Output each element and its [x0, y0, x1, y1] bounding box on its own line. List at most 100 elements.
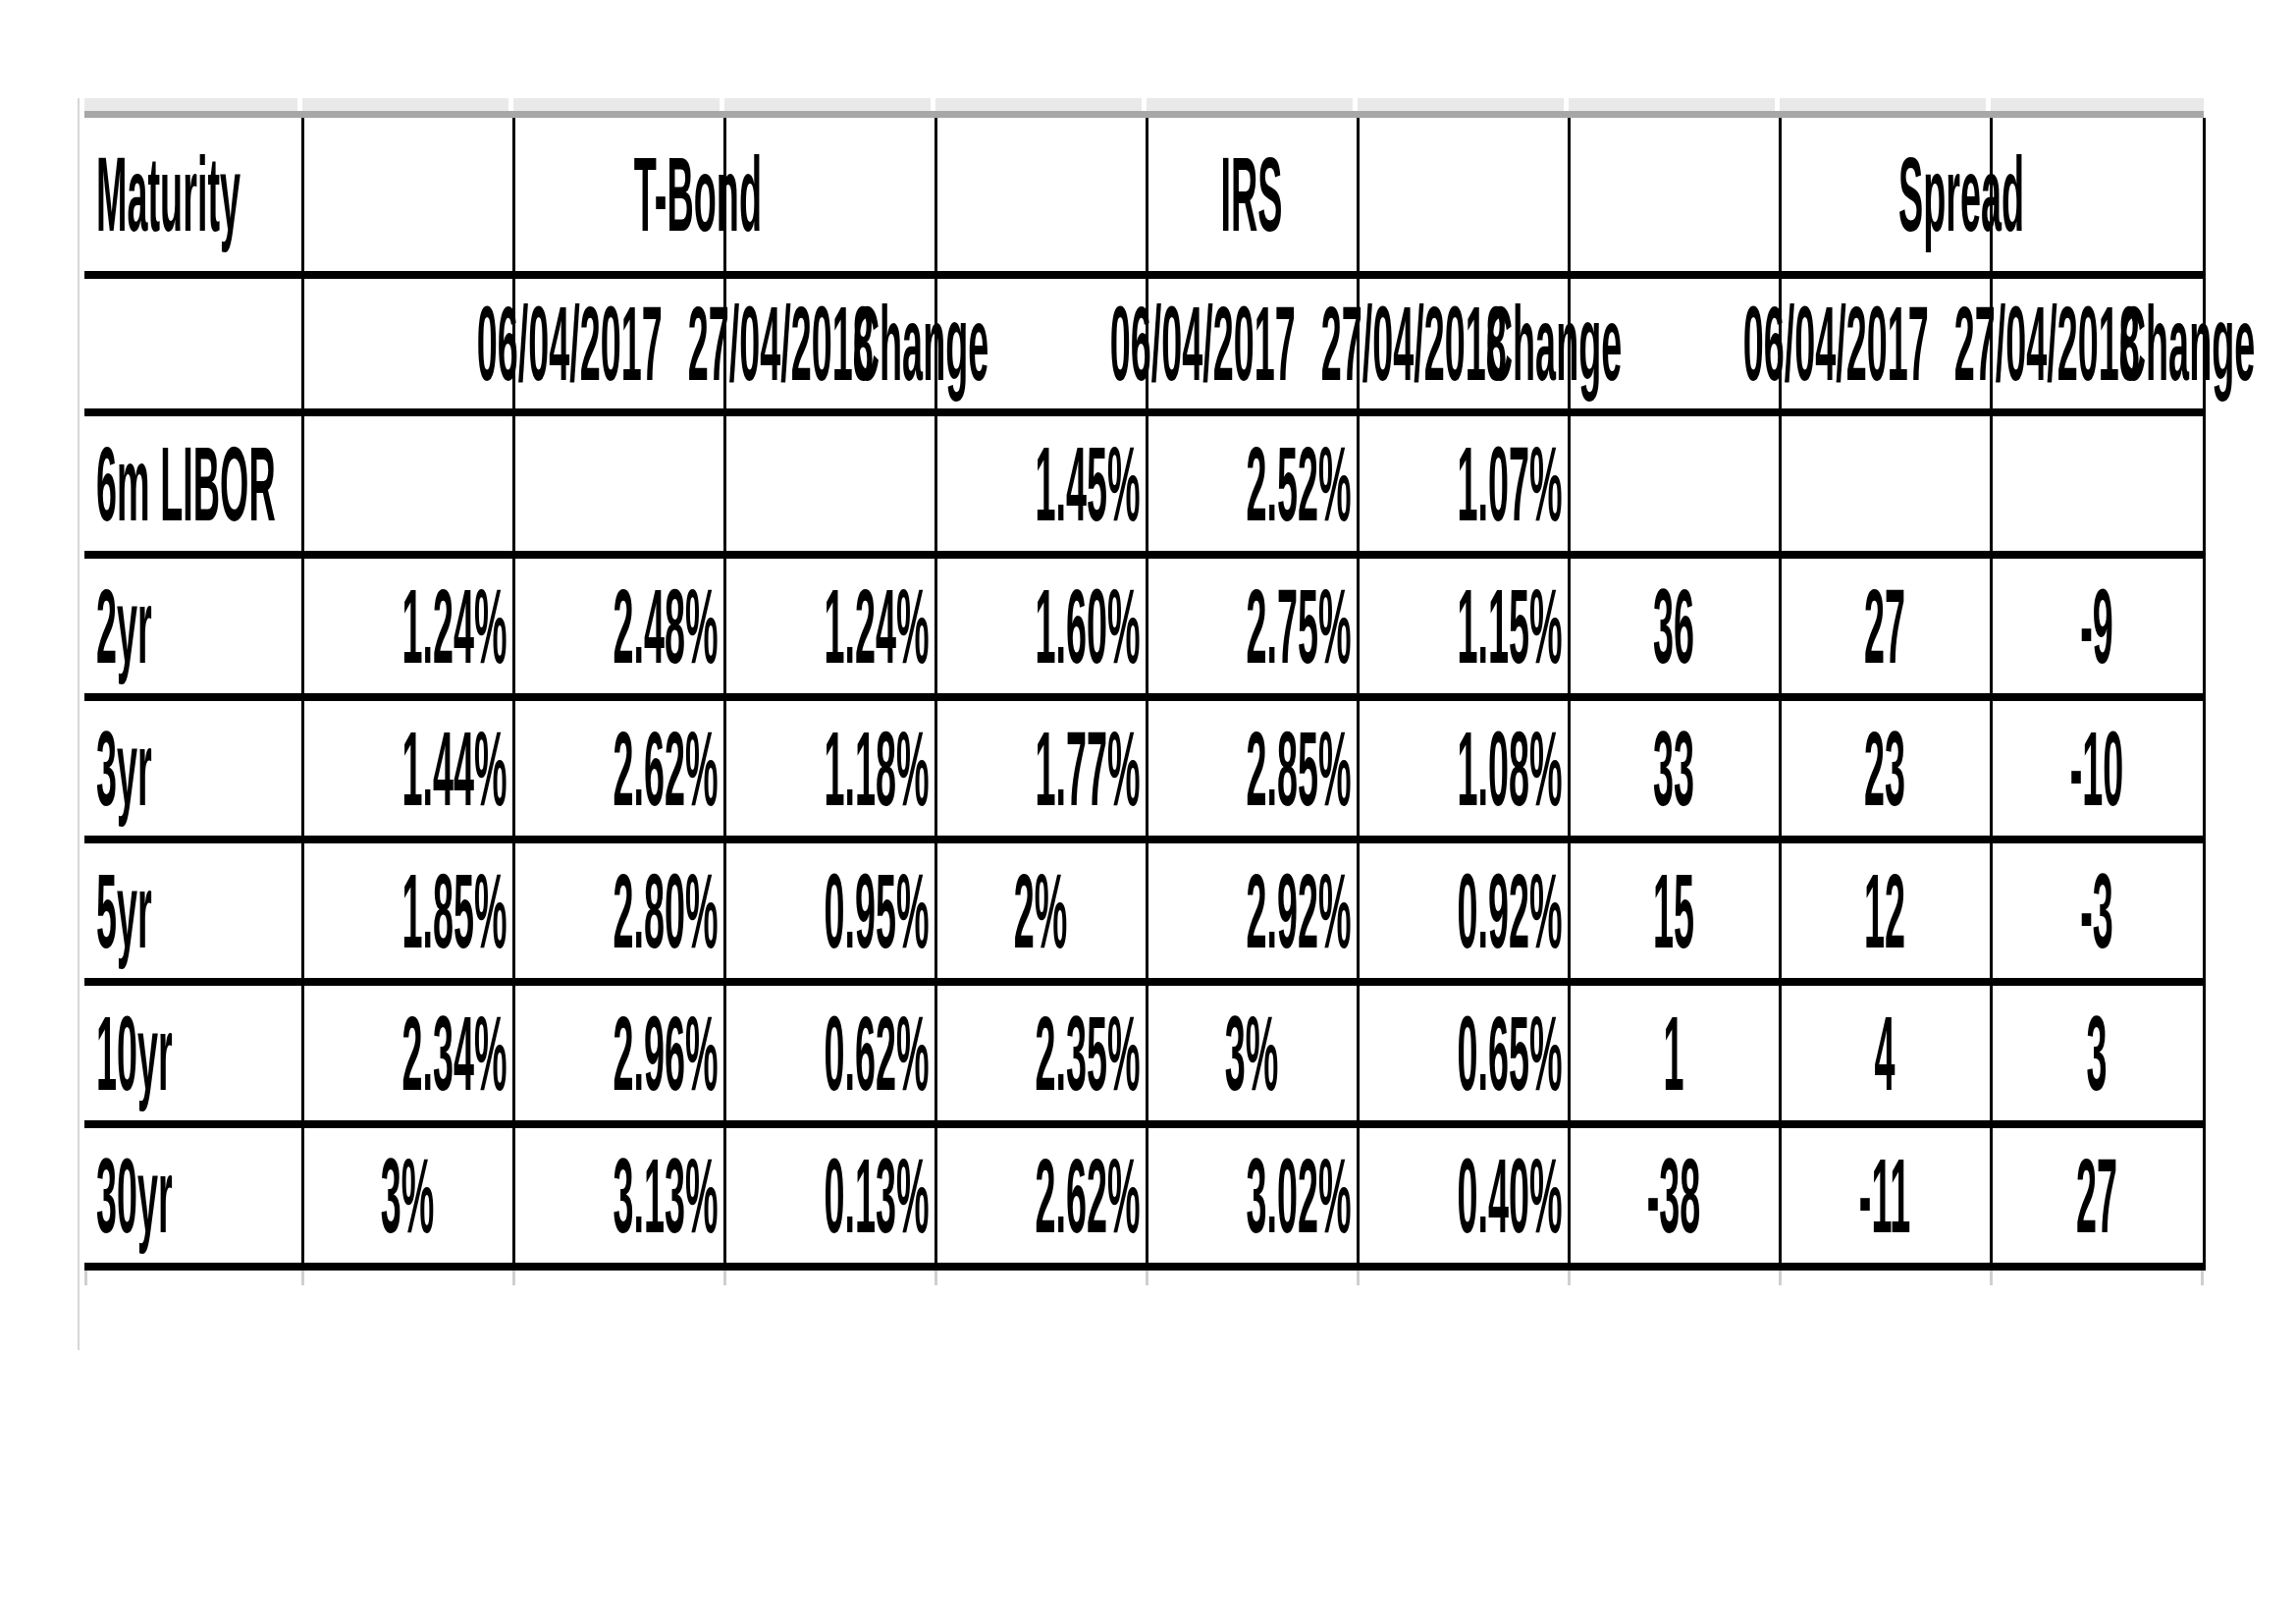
cell-text: 27: [1864, 573, 1905, 679]
column-header-cell: 06/04/2017: [302, 275, 513, 412]
table-row: 5yr 1.85% 2.80% 0.95% 2% 2.92% 0.92% 15 …: [84, 839, 2204, 982]
cell-text: 4: [1875, 1001, 1896, 1107]
table-cell: 2.80%: [513, 839, 724, 982]
date-header-row: 06/04/2017 27/04/2018 Change 06/04/2017 …: [84, 275, 2204, 412]
cell-text: 1.08%: [1457, 716, 1562, 822]
table-cell: 2.75%: [1147, 555, 1358, 697]
row-label-cell: 2yr: [84, 555, 302, 697]
cell-text: 2.96%: [613, 1001, 718, 1107]
table-cell: -10: [1991, 697, 2204, 839]
column-header-text: 06/04/2017: [476, 291, 662, 397]
table-cell: 23: [1780, 697, 1991, 839]
group-header-text: T-Bond: [633, 141, 761, 247]
remnant-cell: [513, 98, 720, 111]
remnant-cell: [1358, 98, 1564, 111]
table-row: 6m LIBOR 1.45% 2.52% 1.07%: [84, 412, 2204, 555]
table-cell: 36: [1569, 555, 1780, 697]
column-header-text: 27/04/2018: [1320, 291, 1506, 397]
cell-text: 3%: [381, 1143, 435, 1249]
table-cell: 2.52%: [1147, 412, 1358, 555]
cell-text: 0.92%: [1457, 858, 1562, 964]
cell-text: 1: [1664, 1001, 1684, 1107]
row-label-cell: 5yr: [84, 839, 302, 982]
table-cell: 3.02%: [1147, 1124, 1358, 1267]
remnant-cell: [84, 98, 297, 111]
cell-text: 15: [1653, 858, 1694, 964]
table-cell: 1.07%: [1358, 412, 1569, 555]
cell-text: 1.60%: [1035, 573, 1140, 679]
row-label-text: 6m LIBOR: [96, 431, 276, 537]
group-header-text: IRS: [1221, 141, 1283, 247]
row-label-text: 3yr: [96, 716, 152, 822]
cell-text: 1.07%: [1457, 431, 1562, 537]
row-label-text: 10yr: [96, 1001, 173, 1107]
cell-text: 1.18%: [824, 716, 929, 822]
table-cell: 2.48%: [513, 555, 724, 697]
left-gridline: [78, 98, 80, 1350]
table-cell: 0.62%: [724, 982, 935, 1124]
table-cell: [1991, 412, 2204, 555]
cell-text: 36: [1653, 573, 1694, 679]
corner-header-text: Maturity: [96, 141, 240, 247]
table-cell: 2.92%: [1147, 839, 1358, 982]
cell-text: 2.85%: [1246, 716, 1351, 822]
remnant-cell: [935, 98, 1142, 111]
table-cell: [1569, 412, 1780, 555]
table-row: 2yr 1.24% 2.48% 1.24% 1.60% 2.75% 1.15% …: [84, 555, 2204, 697]
cell-text: -3: [2081, 858, 2114, 964]
table-row: 3yr 1.44% 2.62% 1.18% 1.77% 2.85% 1.08% …: [84, 697, 2204, 839]
table-cell: 1.24%: [302, 555, 513, 697]
cell-text: 1.15%: [1457, 573, 1562, 679]
row-label-cell: 30yr: [84, 1124, 302, 1267]
table-top-border: [84, 111, 2204, 118]
table-cell: 15: [1569, 839, 1780, 982]
table-cell: 2.35%: [935, 982, 1147, 1124]
cell-text: 1.45%: [1035, 431, 1140, 537]
table-cell: 33: [1569, 697, 1780, 839]
group-header-row: Maturity T-Bond IRS Spread: [84, 118, 2204, 275]
cell-text: 2.62%: [1035, 1143, 1140, 1249]
table-cell: [1780, 412, 1991, 555]
table-cell: 2.34%: [302, 982, 513, 1124]
cell-text: 1.85%: [401, 858, 507, 964]
table-cell: 3: [1991, 982, 2204, 1124]
spreadsheet-canvas: Maturity T-Bond IRS Spread 06/04/2017 27…: [0, 0, 2296, 1624]
table-cell: [84, 275, 302, 412]
table-cell: 27: [1780, 555, 1991, 697]
table-cell: 1.44%: [302, 697, 513, 839]
cell-text: 0.13%: [824, 1143, 929, 1249]
cell-text: 0.65%: [1457, 1001, 1562, 1107]
cell-text: 2.34%: [401, 1001, 507, 1107]
column-header-text: 06/04/2017: [1109, 291, 1295, 397]
corner-header-cell: Maturity: [84, 118, 302, 275]
table-cell: -3: [1991, 839, 2204, 982]
column-header-text: Change: [2118, 291, 2255, 397]
column-header-text: 27/04/2018: [687, 291, 873, 397]
cell-text: -38: [1647, 1143, 1701, 1249]
cell-text: 0.95%: [824, 858, 929, 964]
row-label-text: 2yr: [96, 573, 152, 679]
remnant-cell: [1569, 98, 1775, 111]
table-cell: 1: [1569, 982, 1780, 1124]
cell-text: 0.62%: [824, 1001, 929, 1107]
table-cell: 3.13%: [513, 1124, 724, 1267]
table-cell: 1.60%: [935, 555, 1147, 697]
cell-text: 0.40%: [1457, 1143, 1562, 1249]
table-cell: 1.85%: [302, 839, 513, 982]
table-cell: 3%: [302, 1124, 513, 1267]
cell-text: 1.44%: [401, 716, 507, 822]
cell-text: -9: [2081, 573, 2114, 679]
table-cell: [1569, 118, 1780, 275]
group-header-cell: IRS: [1147, 118, 1358, 275]
table-cell: 0.13%: [724, 1124, 935, 1267]
table-cell: 27: [1991, 1124, 2204, 1267]
cell-text: 33: [1653, 716, 1694, 822]
table-cell: 2.96%: [513, 982, 724, 1124]
cell-text: 23: [1864, 716, 1905, 822]
cell-text: 3%: [1225, 1001, 1279, 1107]
table-cell: 2%: [935, 839, 1147, 982]
cell-text: 2%: [1014, 858, 1068, 964]
row-label-text: 30yr: [96, 1143, 173, 1249]
cell-text: 3.02%: [1246, 1143, 1351, 1249]
table-cell: 2.62%: [513, 697, 724, 839]
